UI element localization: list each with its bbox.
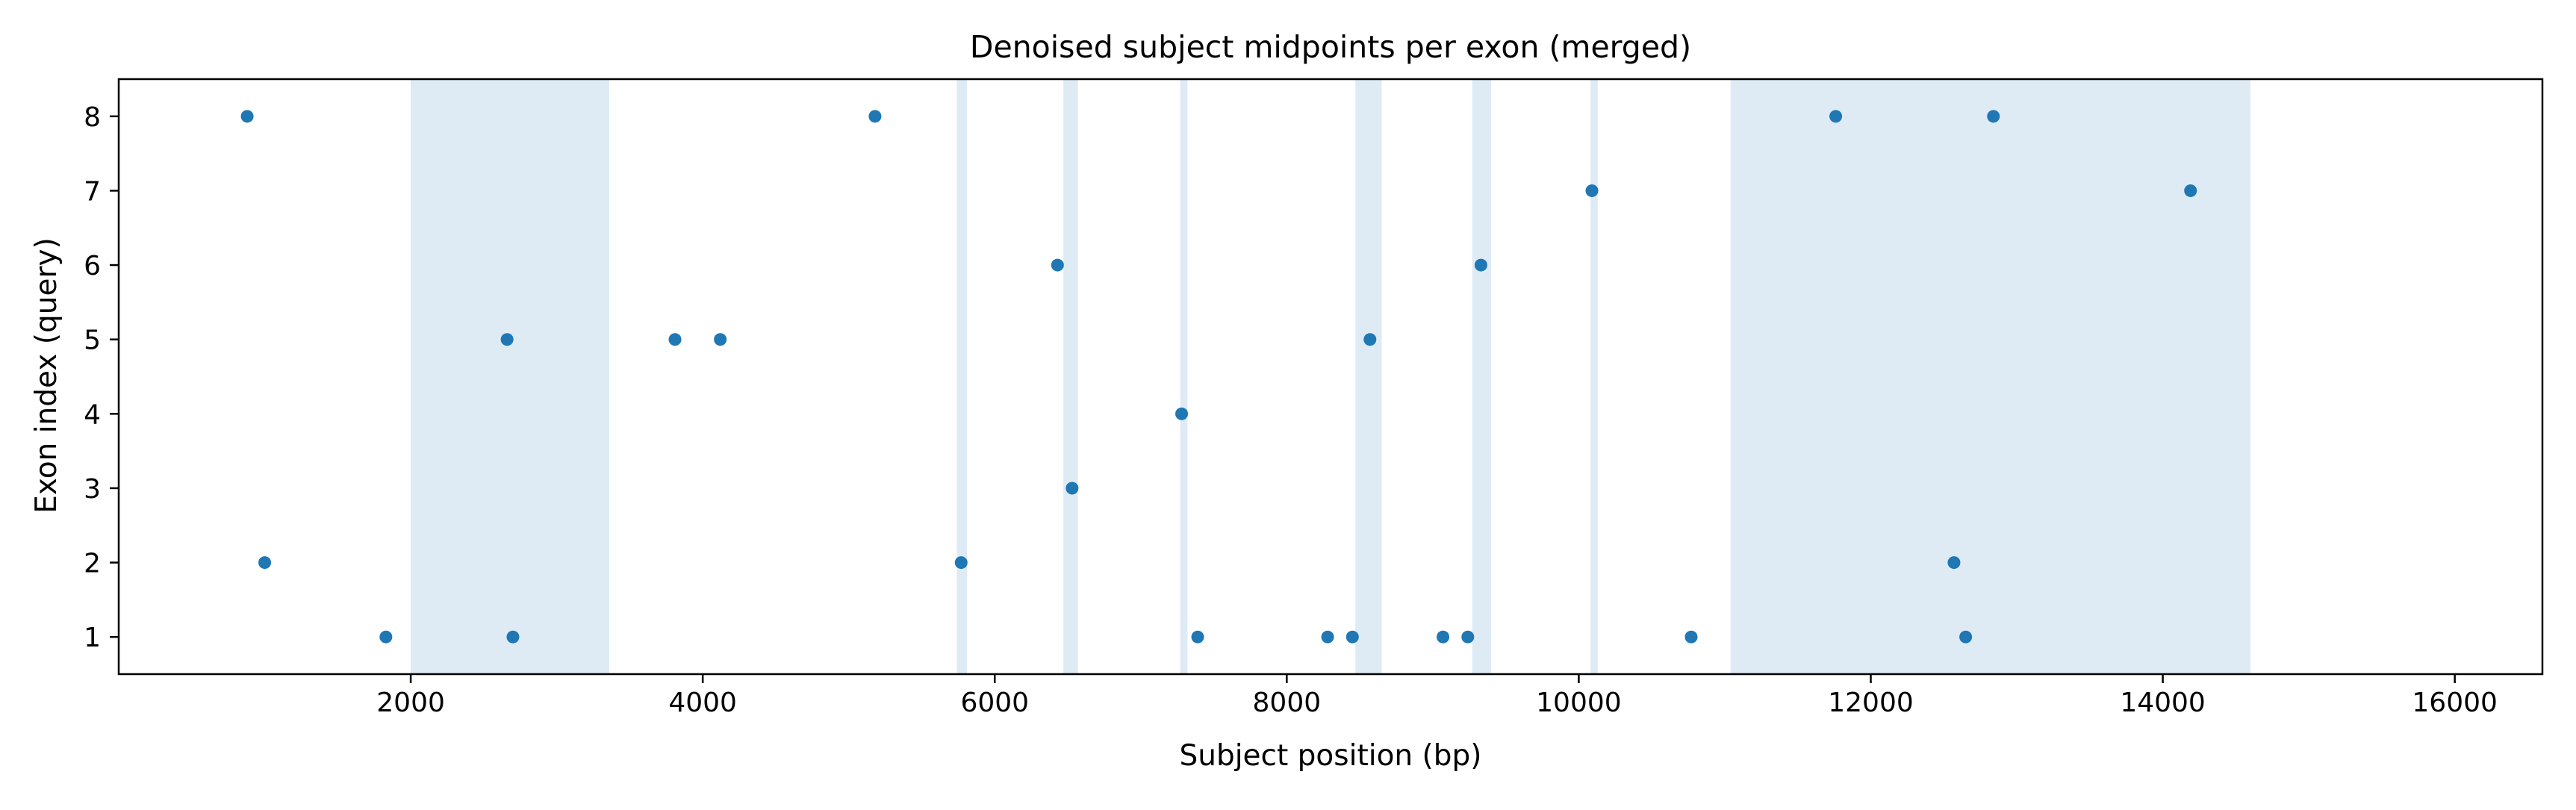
data-point xyxy=(1051,258,1064,272)
y-tick-label: 2 xyxy=(84,549,101,579)
shaded-region xyxy=(411,79,610,674)
data-point xyxy=(379,630,393,644)
data-point xyxy=(506,630,520,644)
data-point xyxy=(1829,110,1843,123)
shaded-region xyxy=(1180,79,1188,674)
data-point xyxy=(1585,184,1599,197)
x-axis-label: Subject position (bp) xyxy=(1179,739,1481,773)
data-point xyxy=(1065,482,1079,495)
shaded-region xyxy=(1730,79,2250,674)
data-point xyxy=(1959,630,1973,644)
data-point xyxy=(1461,630,1475,644)
data-point xyxy=(1437,630,1450,644)
data-point xyxy=(714,333,727,346)
y-tick-label: 3 xyxy=(84,474,101,505)
shaded-region xyxy=(1355,79,1382,674)
plot-frame xyxy=(117,78,2544,676)
x-tick-label: 12000 xyxy=(1828,688,1914,718)
y-axis-ticks: 1 2 3 4 5 6 7 8 xyxy=(84,102,119,653)
shaded-region xyxy=(1063,79,1078,674)
y-tick-label: 5 xyxy=(84,325,101,356)
data-point xyxy=(1987,110,2000,123)
data-point xyxy=(1363,333,1377,346)
y-tick-label: 4 xyxy=(84,399,101,430)
data-point xyxy=(258,556,272,570)
y-axis-label: Exon index (query) xyxy=(30,237,63,514)
data-point xyxy=(500,333,514,346)
data-point xyxy=(2184,184,2197,197)
y-tick-label: 8 xyxy=(84,102,101,133)
x-tick-label: 4000 xyxy=(668,688,737,718)
x-tick-label: 8000 xyxy=(1253,688,1322,718)
x-tick-label: 16000 xyxy=(2412,688,2498,718)
data-point xyxy=(1321,630,1334,644)
y-tick-label: 6 xyxy=(84,251,101,281)
data-point xyxy=(1684,630,1698,644)
data-point xyxy=(1175,407,1189,420)
x-tick-label: 2000 xyxy=(376,688,445,718)
chart-title: Denoised subject midpoints per exon (mer… xyxy=(970,29,1691,65)
shaded-region xyxy=(956,79,968,674)
shaded-regions xyxy=(411,79,2250,674)
data-point xyxy=(668,333,682,346)
shaded-region xyxy=(1590,79,1598,674)
data-point xyxy=(954,556,968,570)
data-point xyxy=(1947,556,1961,570)
data-point xyxy=(1345,630,1359,644)
shaded-region xyxy=(1472,79,1492,674)
x-tick-label: 10000 xyxy=(1536,688,1622,718)
data-points xyxy=(240,110,2197,644)
data-point xyxy=(868,110,882,123)
data-point xyxy=(1191,630,1204,644)
x-tick-label: 6000 xyxy=(960,688,1029,718)
data-point xyxy=(240,110,254,123)
data-point xyxy=(1474,258,1487,272)
y-tick-label: 1 xyxy=(84,623,101,653)
x-axis-ticks: 2000 4000 6000 8000 10000 12000 14000 16000 xyxy=(376,674,2498,718)
y-tick-label: 7 xyxy=(84,176,101,207)
x-tick-label: 14000 xyxy=(2120,688,2206,718)
